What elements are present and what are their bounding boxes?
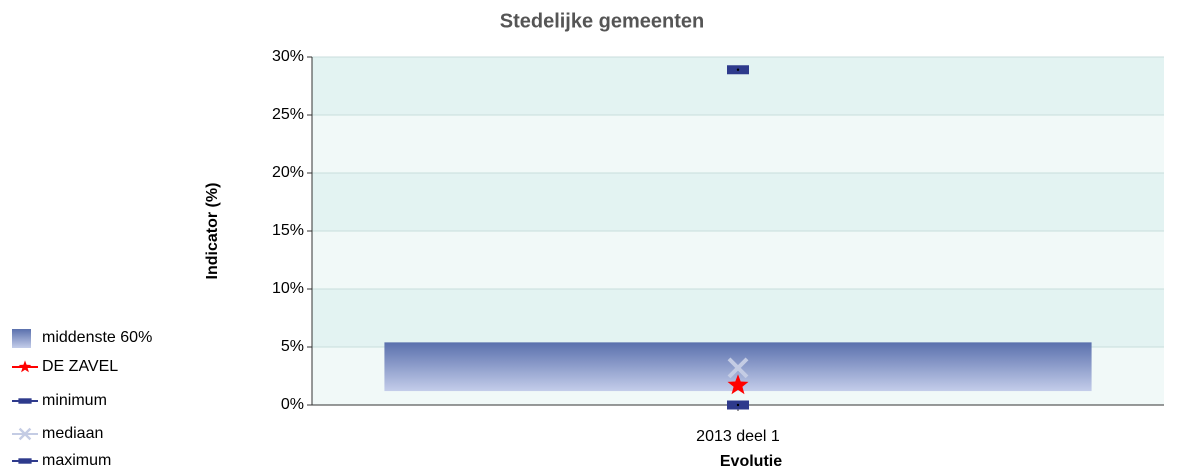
square-marker bbox=[18, 458, 32, 464]
plot-band bbox=[312, 173, 1164, 231]
legend-label: DE ZAVEL bbox=[42, 358, 118, 375]
dot bbox=[736, 403, 740, 407]
y-tick-label: 0% bbox=[281, 396, 304, 413]
x-axis-label: Evolutie bbox=[720, 453, 782, 470]
star-marker bbox=[727, 374, 749, 395]
cross-stroke bbox=[18, 427, 32, 441]
dot bbox=[736, 68, 740, 71]
legend-label: middenste 60% bbox=[42, 329, 152, 346]
cross-marker bbox=[727, 357, 749, 379]
y-tick-label: 20% bbox=[272, 164, 304, 181]
legend-label: maximum bbox=[42, 452, 111, 469]
legend-label: mediaan bbox=[42, 425, 103, 442]
y-tick-label: 10% bbox=[272, 280, 304, 297]
plot-band bbox=[312, 115, 1164, 173]
plot-band bbox=[312, 289, 1164, 347]
cross-marker bbox=[18, 427, 32, 441]
legend-label: minimum bbox=[42, 392, 107, 409]
chart-title: Stedelijke gemeenten bbox=[500, 10, 705, 32]
y-tick-label: 15% bbox=[272, 222, 304, 239]
legend-swatch bbox=[12, 329, 31, 348]
square bbox=[18, 398, 32, 404]
y-tick-label: 25% bbox=[272, 106, 304, 123]
square-marker bbox=[727, 65, 749, 75]
square bbox=[18, 458, 32, 464]
square-marker bbox=[18, 398, 32, 404]
cross-stroke bbox=[727, 357, 749, 379]
y-tick-label: 5% bbox=[281, 338, 304, 355]
square-marker bbox=[727, 400, 749, 410]
y-axis-label: Indicator (%) bbox=[204, 183, 221, 280]
star-marker bbox=[18, 360, 32, 373]
plot-band bbox=[312, 231, 1164, 289]
y-tick-label: 30% bbox=[272, 48, 304, 65]
x-tick-label: 2013 deel 1 bbox=[696, 428, 780, 445]
